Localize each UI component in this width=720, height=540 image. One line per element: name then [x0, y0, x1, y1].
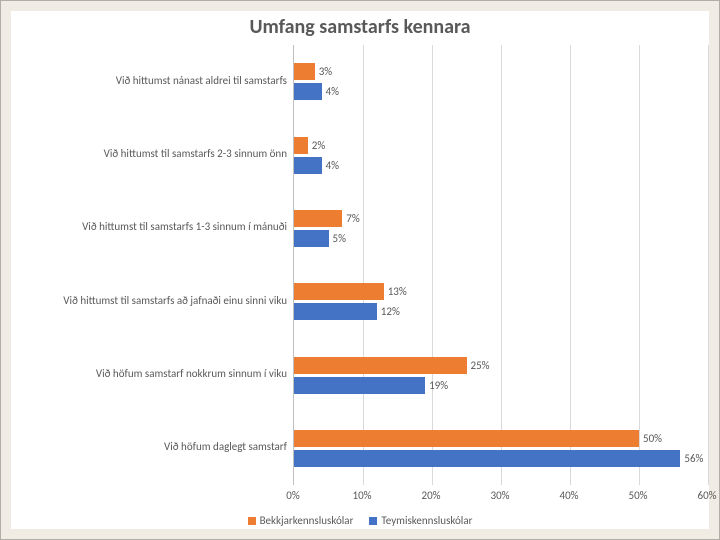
- x-tick-label: 0%: [286, 489, 299, 502]
- gridline: [363, 45, 364, 485]
- bar-value-label: 5%: [333, 230, 346, 247]
- chart-container: Umfang samstarfs kennara 3%4%2%4%7%5%13%…: [0, 0, 720, 540]
- bar-series-b: [294, 377, 425, 394]
- bar-series-a: [294, 137, 308, 154]
- legend: Bekkjarkennsluskólar Teymiskennsluskólar: [1, 513, 719, 527]
- bar-value-label: 2%: [312, 137, 325, 154]
- legend-text: Bekkjarkennsluskólar: [260, 514, 354, 527]
- legend-swatch: [248, 517, 256, 525]
- bar-value-label: 25%: [471, 357, 490, 374]
- bar-value-label: 19%: [429, 377, 448, 394]
- x-tick-label: 30%: [490, 489, 509, 502]
- plot-area: 3%4%2%4%7%5%13%12%25%19%50%56%: [293, 45, 707, 485]
- gridline: [570, 45, 571, 485]
- x-tick-label: 10%: [352, 489, 371, 502]
- category-label: Við hittumst til samstarfs 1-3 sinnum í …: [9, 220, 287, 234]
- x-tick-label: 50%: [628, 489, 647, 502]
- bar-series-b: [294, 83, 322, 100]
- category-label: Við höfum daglegt samstarf: [9, 440, 287, 454]
- bar-value-label: 4%: [326, 157, 339, 174]
- bar-value-label: 56%: [684, 450, 703, 467]
- bar-value-label: 50%: [643, 430, 662, 447]
- bar-value-label: 3%: [319, 63, 332, 80]
- category-label: Við hittumst til samstarfs að jafnaði ei…: [9, 294, 287, 308]
- bar-series-b: [294, 157, 322, 174]
- x-tick-label: 40%: [559, 489, 578, 502]
- bar-series-b: [294, 303, 377, 320]
- bar-value-label: 13%: [388, 283, 407, 300]
- bar-series-a: [294, 430, 639, 447]
- legend-text: Teymiskennsluskólar: [381, 514, 472, 527]
- bar-series-a: [294, 357, 467, 374]
- category-label: Við hittumst til samstarfs 2-3 sinnum ön…: [9, 147, 287, 161]
- bar-value-label: 4%: [326, 83, 339, 100]
- bar-series-a: [294, 283, 384, 300]
- legend-item: Bekkjarkennsluskólar: [248, 513, 354, 527]
- gridline: [708, 45, 709, 485]
- legend-swatch: [369, 517, 377, 525]
- bar-series-b: [294, 450, 680, 467]
- x-tick-label: 60%: [697, 489, 716, 502]
- gridline: [432, 45, 433, 485]
- gridline: [639, 45, 640, 485]
- legend-item: Teymiskennsluskólar: [369, 513, 472, 527]
- category-label: Við höfum samstarf nokkrum sinnum í viku: [9, 367, 287, 381]
- x-tick-label: 20%: [421, 489, 440, 502]
- bar-series-a: [294, 63, 315, 80]
- category-label: Við hittumst nánast aldrei til samstarfs: [9, 74, 287, 88]
- gridline: [501, 45, 502, 485]
- bar-series-a: [294, 210, 342, 227]
- bar-value-label: 12%: [381, 303, 400, 320]
- bar-value-label: 7%: [346, 210, 359, 227]
- chart-title: Umfang samstarfs kennara: [1, 15, 719, 39]
- bar-series-b: [294, 230, 329, 247]
- x-axis-labels: 0%10%20%30%40%50%60%: [293, 489, 707, 505]
